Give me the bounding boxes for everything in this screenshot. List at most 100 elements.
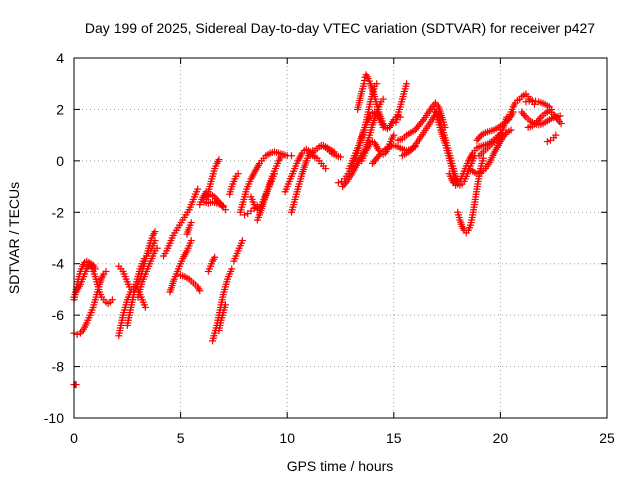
data-point xyxy=(552,131,560,139)
data-point xyxy=(418,117,426,125)
data-point xyxy=(337,153,344,161)
x-tick-label-2: 10 xyxy=(279,430,295,446)
series-arc-j xyxy=(177,271,204,295)
series-arc-c xyxy=(70,260,99,301)
y-tick-label-0: -10 xyxy=(44,410,64,426)
data-point xyxy=(241,211,249,219)
data-point xyxy=(528,96,536,104)
data-point xyxy=(253,202,261,210)
data-point xyxy=(187,237,195,245)
series-arc-o xyxy=(196,188,210,209)
x-tick-label-1: 5 xyxy=(177,430,185,446)
data-point xyxy=(202,188,210,196)
series-arc-ae xyxy=(345,108,387,173)
data-point xyxy=(548,105,556,113)
data-point xyxy=(151,228,159,236)
y-tick-labels: -10 -8 -6 -4 -2 0 2 4 xyxy=(44,50,64,426)
data-point xyxy=(151,237,159,245)
y-tick-label-7: 4 xyxy=(56,50,64,66)
data-point xyxy=(535,115,543,123)
data-point xyxy=(221,301,229,309)
data-point xyxy=(187,219,195,227)
data-point xyxy=(507,126,515,134)
series-arc-t xyxy=(226,170,242,198)
series-arc-q xyxy=(215,301,229,335)
data-point xyxy=(379,95,387,103)
chart-title: Day 199 of 2025, Sidereal Day-to-day VTE… xyxy=(85,20,595,36)
x-tick-label-4: 20 xyxy=(493,430,509,446)
data-point xyxy=(196,287,204,295)
series-arc-ai xyxy=(392,80,411,126)
data-point xyxy=(153,244,161,252)
data-point xyxy=(553,114,561,122)
series-arc-aw xyxy=(70,381,80,389)
data-point xyxy=(73,330,81,338)
series-arc-ao xyxy=(464,126,515,178)
data-point xyxy=(341,179,349,187)
data-point xyxy=(373,80,381,88)
data-point xyxy=(531,100,539,108)
x-tick-label-3: 15 xyxy=(386,430,402,446)
series-arc-w xyxy=(247,170,278,214)
y-tick-label-1: -8 xyxy=(52,359,65,375)
data-point xyxy=(543,138,551,146)
x-axis-title: GPS time / hours xyxy=(287,458,394,474)
series-arc-f xyxy=(123,237,159,329)
data-point xyxy=(141,303,149,311)
y-axis-title: SDTVAR / TECUs xyxy=(6,182,22,294)
series-arc-av xyxy=(543,131,560,146)
data-point xyxy=(234,170,242,178)
data-point xyxy=(403,80,411,88)
x-tick-label-5: 25 xyxy=(599,430,615,446)
data-point xyxy=(102,267,110,275)
data-point xyxy=(91,265,99,273)
y-tick-label-3: -4 xyxy=(52,256,65,272)
series-arc-y xyxy=(287,147,317,216)
series-arc-k xyxy=(183,219,195,238)
y-tick-label-2: -6 xyxy=(52,307,65,323)
series-arc-r xyxy=(204,253,219,275)
series-arc-h xyxy=(160,185,202,260)
data-point xyxy=(522,98,530,106)
data-point xyxy=(495,133,503,141)
data-point xyxy=(287,152,295,160)
axis-ticks xyxy=(73,57,608,419)
data-point xyxy=(211,253,219,261)
data-point xyxy=(218,201,226,209)
series-arc-z xyxy=(281,145,330,196)
data-point xyxy=(525,97,533,105)
y-tick-label-5: 0 xyxy=(56,153,64,169)
series-arc-g xyxy=(134,244,161,301)
series-arc-ab xyxy=(317,141,338,156)
series-arc-ar xyxy=(505,90,539,124)
series-arc-ah xyxy=(368,141,419,167)
data-point xyxy=(270,170,278,178)
data-point xyxy=(390,131,398,139)
series-arc-au xyxy=(522,96,556,113)
data-points xyxy=(70,71,565,389)
data-point xyxy=(479,154,487,162)
plot-frame xyxy=(73,57,608,419)
series-arc-u xyxy=(236,148,295,216)
data-point xyxy=(215,156,223,164)
data-point xyxy=(330,148,338,156)
data-point xyxy=(410,143,418,151)
data-point xyxy=(221,206,229,214)
series-arc-x xyxy=(241,202,261,219)
series-arc-i xyxy=(166,237,195,296)
series-arc-al xyxy=(430,105,479,189)
data-point xyxy=(194,185,202,193)
data-point xyxy=(521,111,529,119)
series-arc-af xyxy=(354,71,404,133)
data-point xyxy=(322,165,330,173)
series-arc-s xyxy=(230,237,246,265)
x-tick-labels: 0 5 10 15 20 25 xyxy=(70,430,615,446)
data-point xyxy=(279,150,287,158)
data-point xyxy=(334,179,342,187)
data-point xyxy=(376,151,384,159)
series-arc-n xyxy=(202,190,229,214)
series-arc-am xyxy=(445,130,504,189)
data-point xyxy=(228,265,236,273)
x-tick-label-0: 0 xyxy=(70,430,78,446)
data-point xyxy=(108,296,116,304)
